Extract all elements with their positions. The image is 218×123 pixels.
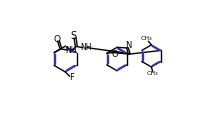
- Text: NH: NH: [80, 43, 91, 52]
- Text: CH₃: CH₃: [147, 71, 158, 76]
- Text: N: N: [125, 41, 131, 50]
- Text: O: O: [112, 50, 118, 59]
- Text: NH: NH: [65, 46, 76, 55]
- Text: O: O: [53, 35, 60, 44]
- Text: F: F: [69, 73, 74, 82]
- Text: CH₃: CH₃: [141, 37, 152, 41]
- Text: S: S: [71, 31, 77, 41]
